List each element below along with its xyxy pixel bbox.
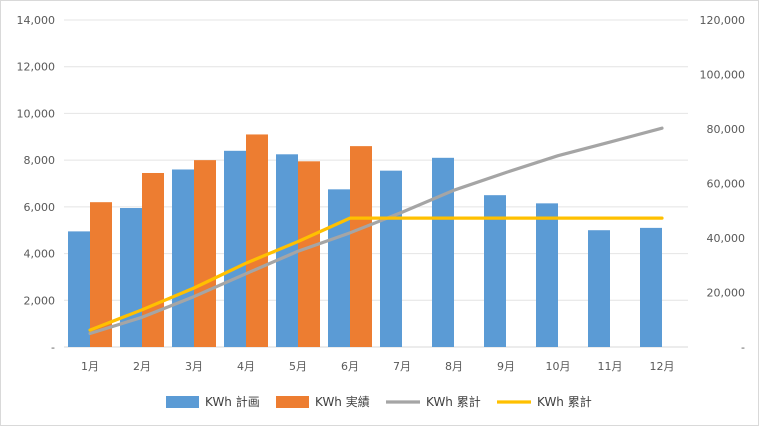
x-axis-tick-label: 3月 — [185, 360, 203, 373]
bar-plan — [328, 189, 350, 347]
right-axis-tick-label: 60,000 — [707, 178, 746, 191]
bar-plan — [588, 230, 610, 347]
bar-plan — [68, 231, 90, 347]
legend-swatch — [166, 396, 199, 408]
x-axis-tick-label: 6月 — [341, 360, 359, 373]
bar-actual — [194, 160, 216, 347]
left-axis-tick-label: 12,000 — [17, 61, 56, 74]
left-axis-tick-label: 14,000 — [17, 14, 56, 27]
x-axis-tick-label: 11月 — [598, 360, 623, 373]
x-axis-tick-label: 9月 — [497, 360, 515, 373]
x-axis-tick-label: 12月 — [650, 360, 675, 373]
legend-label: KWh 累計 — [426, 394, 481, 409]
x-axis-tick-label: 10月 — [546, 360, 571, 373]
bars — [68, 134, 662, 347]
bar-actual — [142, 172, 164, 347]
left-axis-tick-label: 10,000 — [17, 107, 56, 120]
legend-label: KWh 累計 — [537, 394, 592, 409]
x-axis-tick-label: 8月 — [445, 360, 463, 373]
bar-actual — [246, 134, 268, 347]
left-axis-tick-label: 8,000 — [24, 154, 56, 167]
legend-label: KWh 計画 — [205, 394, 260, 409]
legend-swatch — [276, 396, 309, 408]
bar-actual — [90, 202, 112, 347]
legend-label: KWh 実績 — [315, 394, 370, 409]
bar-plan — [536, 203, 558, 347]
bar-plan — [432, 157, 454, 347]
right-axis-tick-label: 40,000 — [707, 232, 746, 245]
x-axis-tick-label: 1月 — [81, 360, 99, 373]
bar-plan — [172, 169, 194, 347]
left-axis-tick-label: - — [51, 341, 55, 354]
bar-plan — [640, 227, 662, 347]
bar-plan — [120, 208, 142, 347]
bar-actual — [350, 146, 372, 347]
x-axis-tick-label: 2月 — [133, 360, 151, 373]
right-axis-tick-label: 120,000 — [700, 14, 746, 27]
bar-actual — [298, 161, 320, 347]
bar-plan — [224, 150, 246, 347]
bar-plan — [484, 195, 506, 347]
right-axis-tick-label: 100,000 — [700, 69, 746, 82]
line-cumulative-plan — [88, 126, 664, 336]
left-axis-tick-label: 4,000 — [24, 248, 56, 261]
right-axis-tick-label: 20,000 — [707, 287, 746, 300]
lines — [88, 126, 664, 336]
left-axis-tick-label: 2,000 — [24, 294, 56, 307]
left-axis-tick-label: 6,000 — [24, 201, 56, 214]
legend: KWh 計画 KWh 実績 KWh 累計 KWh 累計 — [166, 394, 592, 409]
x-axis-tick-label: 4月 — [237, 360, 255, 373]
x-axis-tick-label: 5月 — [289, 360, 307, 373]
x-axis-tick-label: 7月 — [393, 360, 411, 373]
right-axis-tick-label: 80,000 — [707, 123, 746, 136]
right-axis-tick-label: - — [741, 341, 745, 354]
axes: - 2,000 4,000 6,000 8,000 10,000 12,000 14,000 -… — [17, 14, 746, 373]
bar-plan — [276, 154, 298, 347]
bar-plan — [380, 170, 402, 347]
line-cumulative-actual — [88, 216, 664, 332]
